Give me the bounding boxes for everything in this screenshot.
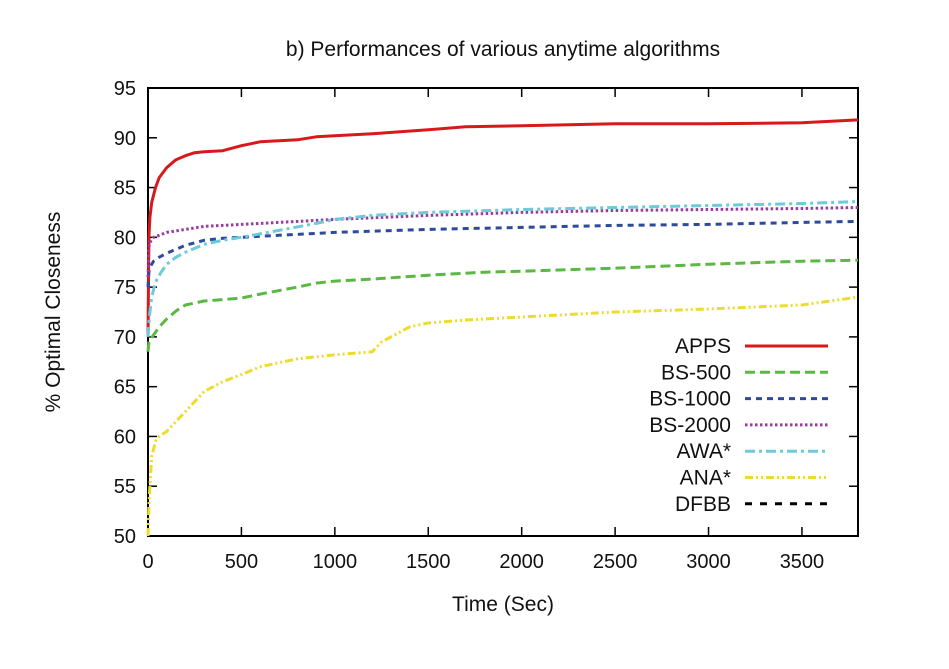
series-line-bs-1000	[146, 219, 859, 288]
y-tick-label: 70	[114, 327, 136, 349]
series-line-apps	[146, 118, 859, 337]
y-axis-label: % Optimal Closeness	[42, 212, 65, 413]
y-tick-label: 65	[114, 377, 136, 399]
chart-title: b) Performances of various anytime algor…	[286, 38, 720, 61]
series-line-bs-500	[146, 258, 859, 352]
y-tick-label: 90	[114, 128, 136, 150]
legend-label-bs-500: BS-500	[661, 361, 731, 384]
y-tick-label: 50	[114, 526, 136, 548]
series-line-ana	[146, 295, 859, 537]
x-tick-label: 2500	[593, 551, 638, 573]
y-tick-label: 55	[114, 476, 136, 498]
y-tick-label: 80	[114, 227, 136, 249]
x-tick-label: 2000	[499, 551, 544, 573]
x-tick-label: 3000	[686, 551, 731, 573]
series-line-bs-2000	[146, 206, 859, 278]
x-axis-label: Time (Sec)	[452, 593, 554, 616]
y-axis: 50 55 60 65 70 75 80 85 90 95	[114, 78, 858, 548]
series-line-awa	[146, 200, 859, 337]
legend-label-apps: APPS	[675, 335, 731, 358]
x-tick-label: 0	[142, 551, 153, 573]
y-tick-label: 85	[114, 178, 136, 200]
legend-label-awa: AWA*	[677, 440, 731, 463]
legend-label-ana: ANA*	[680, 467, 731, 490]
legend-label-bs-1000: BS-1000	[649, 388, 731, 411]
series-lines	[146, 118, 859, 537]
x-tick-label: 3500	[780, 551, 825, 573]
y-tick-label: 75	[114, 277, 136, 299]
x-tick-label: 500	[225, 551, 258, 573]
x-tick-label: 1000	[313, 551, 358, 573]
y-tick-label: 95	[114, 78, 136, 100]
x-axis: 0 500 1000 1500 2000 2500 3000 3500	[142, 88, 824, 573]
legend-label-bs-2000: BS-2000	[649, 414, 731, 437]
x-tick-label: 1500	[406, 551, 451, 573]
y-tick-label: 60	[114, 426, 136, 448]
legend-label-dfbb: DFBB	[675, 493, 731, 516]
plot-frame	[147, 87, 859, 537]
legend: APPS BS-500 BS-1000 BS-2000 AWA* ANA* DFBB	[649, 335, 828, 516]
